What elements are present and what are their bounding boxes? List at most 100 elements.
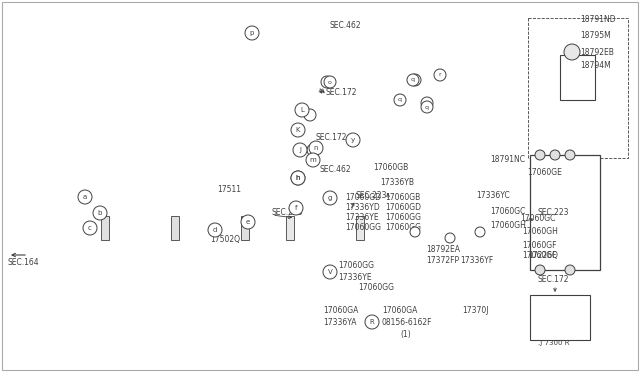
Text: b: b <box>98 210 102 216</box>
Circle shape <box>421 101 433 113</box>
Text: SEC.223: SEC.223 <box>538 208 570 217</box>
Text: 17060GD: 17060GD <box>345 193 381 202</box>
Text: 17336YC: 17336YC <box>476 191 509 200</box>
Circle shape <box>535 265 545 275</box>
Text: 17060GG: 17060GG <box>358 283 394 292</box>
Text: V: V <box>328 269 332 275</box>
Text: r: r <box>438 73 442 77</box>
Text: R: R <box>370 319 374 325</box>
Circle shape <box>550 150 560 160</box>
Text: 18791NC: 18791NC <box>490 155 525 164</box>
Text: d: d <box>213 227 217 233</box>
Text: SEC.462: SEC.462 <box>330 21 362 30</box>
Text: SEC.223: SEC.223 <box>355 191 387 200</box>
Text: K: K <box>296 127 300 133</box>
Text: 17336YE: 17336YE <box>338 273 372 282</box>
Text: 18792EA: 18792EA <box>426 245 460 254</box>
Text: h: h <box>296 175 300 181</box>
Circle shape <box>83 221 97 235</box>
Circle shape <box>407 74 419 86</box>
Circle shape <box>241 215 255 229</box>
Text: 17511: 17511 <box>217 185 241 194</box>
Text: 17336YB: 17336YB <box>380 178 414 187</box>
Text: 17060GE: 17060GE <box>527 168 562 177</box>
Text: 18795M: 18795M <box>580 31 611 40</box>
Circle shape <box>208 223 222 237</box>
Text: 17060GC: 17060GC <box>520 214 556 223</box>
Text: 17060GH: 17060GH <box>522 227 558 236</box>
Bar <box>530 155 600 270</box>
Text: SEC.462: SEC.462 <box>320 165 351 174</box>
Text: L: L <box>300 107 304 113</box>
Circle shape <box>291 171 305 185</box>
Text: 17060GF: 17060GF <box>522 241 557 250</box>
Text: J: J <box>299 147 301 153</box>
Circle shape <box>324 76 336 88</box>
Circle shape <box>291 171 305 185</box>
Text: m: m <box>310 157 316 163</box>
Circle shape <box>475 227 485 237</box>
Text: 17060GG: 17060GG <box>338 261 374 270</box>
Text: 17060GG: 17060GG <box>385 223 421 232</box>
Text: 17336YF: 17336YF <box>460 256 493 265</box>
Text: 17060GA: 17060GA <box>382 306 417 315</box>
Circle shape <box>309 141 323 155</box>
Text: h: h <box>296 175 300 181</box>
Text: a: a <box>83 194 87 200</box>
Circle shape <box>323 191 337 205</box>
Circle shape <box>410 227 420 237</box>
Text: q: q <box>398 97 402 103</box>
Text: SEC.172: SEC.172 <box>316 133 348 142</box>
Bar <box>528 18 628 158</box>
Bar <box>171 216 179 240</box>
Text: 18792EB: 18792EB <box>580 48 614 57</box>
Text: 17336YD: 17336YD <box>345 203 380 212</box>
Text: 17060GG: 17060GG <box>385 213 421 222</box>
Circle shape <box>323 265 337 279</box>
Text: y: y <box>351 137 355 143</box>
Text: f: f <box>295 205 297 211</box>
Text: p: p <box>250 30 254 36</box>
Bar <box>286 216 294 240</box>
Circle shape <box>409 74 421 86</box>
Text: 17336YE: 17336YE <box>345 213 379 222</box>
Circle shape <box>295 103 309 117</box>
Text: q: q <box>411 77 415 83</box>
Text: n: n <box>314 145 318 151</box>
Text: SEC.172: SEC.172 <box>538 275 570 284</box>
Circle shape <box>321 76 333 88</box>
Text: q: q <box>425 105 429 109</box>
Circle shape <box>78 190 92 204</box>
Circle shape <box>289 201 303 215</box>
Text: 17060GB: 17060GB <box>385 193 420 202</box>
Text: 08156-6162F: 08156-6162F <box>382 318 433 327</box>
Circle shape <box>564 44 580 60</box>
Circle shape <box>291 123 305 137</box>
Circle shape <box>306 153 320 167</box>
Text: SEC.164: SEC.164 <box>8 258 40 267</box>
Text: o: o <box>328 80 332 84</box>
Bar <box>101 216 109 240</box>
Text: 17060GH: 17060GH <box>490 221 526 230</box>
Text: 18791ND: 18791ND <box>580 15 616 24</box>
Circle shape <box>565 150 575 160</box>
Text: 17060GD: 17060GD <box>385 203 421 212</box>
Bar <box>241 216 249 240</box>
Circle shape <box>434 69 446 81</box>
Text: 17226Q: 17226Q <box>528 251 558 260</box>
Text: e: e <box>246 219 250 225</box>
Text: 17060GF: 17060GF <box>522 251 557 260</box>
Text: (1): (1) <box>400 330 411 339</box>
Circle shape <box>245 26 259 40</box>
Text: 17060GC: 17060GC <box>490 207 525 216</box>
Circle shape <box>394 94 406 106</box>
Circle shape <box>304 109 316 121</box>
Circle shape <box>307 144 319 156</box>
Text: 17502Q: 17502Q <box>210 235 240 244</box>
Text: 17060GB: 17060GB <box>373 163 408 172</box>
Text: g: g <box>328 195 332 201</box>
Text: SEC.172: SEC.172 <box>325 88 356 97</box>
Text: 17336YA: 17336YA <box>323 318 356 327</box>
Bar <box>560 55 595 100</box>
Circle shape <box>445 233 455 243</box>
